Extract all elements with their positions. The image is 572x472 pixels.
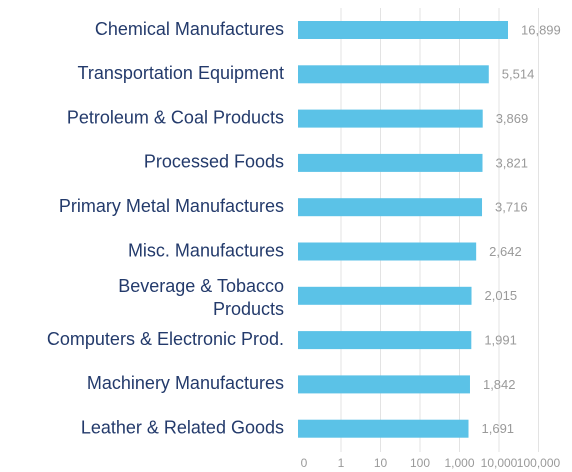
- category-label-line: Beverage & Tobacco: [118, 276, 284, 296]
- category-label-line: Products: [213, 299, 284, 319]
- value-label: 3,716: [495, 200, 528, 215]
- category-label: Machinery Manufactures: [87, 373, 284, 393]
- x-tick-label: 1: [338, 456, 345, 470]
- x-axis-ticks: 0 1 10 100 1,000 10,000 100,000: [301, 456, 561, 470]
- x-tick-label: 1,000: [444, 456, 474, 470]
- bar: [298, 242, 477, 261]
- category-label: Chemical Manufactures: [95, 19, 284, 39]
- x-tick-label: 10: [374, 456, 388, 470]
- value-label: 16,899: [521, 22, 561, 37]
- value-label: 2,015: [485, 288, 518, 303]
- category-label: Leather & Related Goods: [81, 417, 284, 437]
- category-label: Primary Metal Manufactures: [59, 196, 284, 216]
- bar: [298, 375, 470, 394]
- bar: [298, 198, 483, 217]
- x-tick-label: 100: [410, 456, 430, 470]
- category-label: Petroleum & Coal Products: [67, 107, 284, 127]
- category-label: Misc. Manufactures: [128, 240, 284, 260]
- value-label: 1,991: [484, 333, 517, 348]
- x-tick-label: 10,000: [481, 456, 518, 470]
- bar: [298, 21, 509, 39]
- value-label: 2,642: [489, 244, 522, 259]
- bar: [298, 331, 472, 350]
- category-label: Transportation Equipment: [78, 63, 284, 83]
- category-label: Computers & Electronic Prod.: [47, 329, 284, 349]
- bar: [298, 419, 469, 438]
- bars: [298, 21, 509, 438]
- bar: [298, 153, 483, 172]
- value-label: 5,514: [502, 67, 535, 82]
- value-label: 3,869: [496, 111, 529, 126]
- bar: [298, 109, 483, 128]
- value-label: 1,691: [482, 421, 515, 436]
- category-label: Processed Foods: [144, 152, 284, 172]
- x-tick-label: 0: [301, 456, 308, 470]
- bar: [298, 65, 489, 84]
- value-label: 3,821: [495, 155, 528, 170]
- bar: [298, 286, 472, 305]
- category-label: Beverage & Tobacco Products: [118, 276, 284, 319]
- x-tick-label: 100,000: [517, 456, 561, 470]
- value-label: 1,842: [483, 377, 516, 392]
- labels: Chemical Manufactures 16,899 Transportatio…: [47, 19, 561, 438]
